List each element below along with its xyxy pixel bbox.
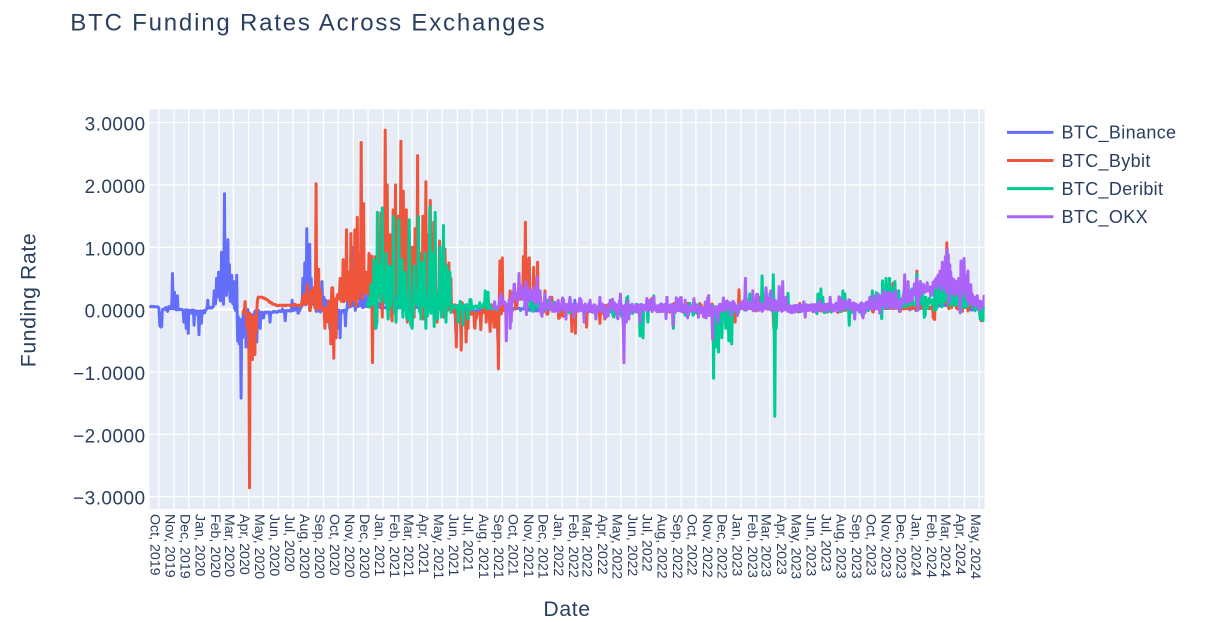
svg-text:Dec, 2020: Dec, 2020 — [356, 514, 372, 579]
svg-text:Apr, 2020: Apr, 2020 — [236, 514, 252, 575]
svg-text:0.0000: 0.0000 — [85, 302, 146, 323]
svg-text:Jan, 2021: Jan, 2021 — [371, 514, 387, 576]
svg-text:May, 2021: May, 2021 — [430, 514, 446, 579]
svg-text:Nov, 2021: Nov, 2021 — [520, 514, 536, 578]
svg-text:Dec, 2021: Dec, 2021 — [535, 514, 551, 579]
svg-text:Jul, 2022: Jul, 2022 — [639, 514, 655, 572]
svg-text:Apr, 2023: Apr, 2023 — [773, 514, 789, 575]
svg-text:Aug, 2023: Aug, 2023 — [833, 514, 849, 579]
svg-text:Oct, 2022: Oct, 2022 — [684, 514, 700, 576]
svg-text:Apr, 2021: Apr, 2021 — [415, 514, 431, 575]
svg-text:May, 2024: May, 2024 — [967, 514, 983, 579]
svg-text:Aug, 2021: Aug, 2021 — [475, 514, 491, 579]
svg-text:Apr, 2022: Apr, 2022 — [594, 514, 610, 575]
svg-text:Jun, 2020: Jun, 2020 — [266, 514, 282, 576]
svg-text:Jan, 2022: Jan, 2022 — [550, 514, 566, 576]
svg-text:Sep, 2023: Sep, 2023 — [848, 514, 864, 579]
svg-text:Jul, 2023: Jul, 2023 — [817, 514, 833, 572]
svg-text:Funding Rate: Funding Rate — [18, 233, 41, 367]
svg-text:Nov, 2023: Nov, 2023 — [878, 514, 894, 578]
svg-text:Aug, 2022: Aug, 2022 — [654, 514, 670, 579]
svg-text:Feb, 2020: Feb, 2020 — [207, 514, 223, 578]
svg-text:Mar, 2023: Mar, 2023 — [758, 514, 774, 577]
svg-text:Mar, 2020: Mar, 2020 — [221, 514, 237, 577]
svg-text:Feb, 2023: Feb, 2023 — [744, 514, 760, 578]
svg-text:Date: Date — [543, 598, 590, 621]
svg-text:Mar, 2022: Mar, 2022 — [579, 514, 595, 577]
svg-text:Feb, 2022: Feb, 2022 — [565, 514, 581, 578]
svg-text:Dec, 2019: Dec, 2019 — [176, 514, 192, 579]
svg-text:Oct, 2020: Oct, 2020 — [326, 514, 342, 576]
svg-text:−3.0000: −3.0000 — [73, 489, 145, 510]
svg-text:Oct, 2023: Oct, 2023 — [863, 514, 879, 576]
svg-text:Jun, 2023: Jun, 2023 — [803, 514, 819, 576]
svg-text:1.0000: 1.0000 — [85, 239, 146, 260]
svg-text:Jul, 2020: Jul, 2020 — [281, 514, 297, 572]
svg-text:Nov, 2022: Nov, 2022 — [699, 514, 715, 578]
svg-text:May, 2020: May, 2020 — [251, 514, 267, 579]
svg-text:Oct, 2021: Oct, 2021 — [505, 514, 521, 576]
svg-text:BTC_Deribit: BTC_Deribit — [1062, 179, 1164, 200]
svg-text:BTC_OKX: BTC_OKX — [1062, 207, 1148, 228]
svg-text:May, 2022: May, 2022 — [609, 514, 625, 579]
svg-text:Nov, 2020: Nov, 2020 — [341, 514, 357, 578]
svg-text:BTC_Bybit: BTC_Bybit — [1062, 151, 1151, 172]
svg-text:Dec, 2022: Dec, 2022 — [714, 514, 730, 579]
svg-text:BTC_Binance: BTC_Binance — [1062, 123, 1177, 144]
svg-text:Nov, 2019: Nov, 2019 — [162, 514, 178, 578]
svg-text:May, 2023: May, 2023 — [788, 514, 804, 579]
svg-text:−2.0000: −2.0000 — [73, 426, 145, 447]
svg-text:−1.0000: −1.0000 — [73, 364, 145, 385]
svg-text:Jun, 2021: Jun, 2021 — [445, 514, 461, 576]
svg-text:Apr, 2024: Apr, 2024 — [952, 514, 968, 575]
svg-text:Feb, 2021: Feb, 2021 — [386, 514, 402, 578]
svg-text:Jan, 2023: Jan, 2023 — [729, 514, 745, 576]
svg-text:Oct, 2019: Oct, 2019 — [147, 514, 163, 576]
svg-text:Aug, 2020: Aug, 2020 — [296, 514, 312, 579]
svg-text:Feb, 2024: Feb, 2024 — [923, 514, 939, 578]
svg-text:3.0000: 3.0000 — [85, 115, 146, 136]
svg-text:Jun, 2022: Jun, 2022 — [624, 514, 640, 576]
svg-text:Sep, 2021: Sep, 2021 — [490, 514, 506, 579]
svg-text:Sep, 2022: Sep, 2022 — [669, 514, 685, 579]
svg-text:Jan, 2024: Jan, 2024 — [908, 514, 924, 576]
svg-text:Mar, 2021: Mar, 2021 — [400, 514, 416, 577]
svg-text:Mar, 2024: Mar, 2024 — [937, 514, 953, 577]
svg-text:Sep, 2020: Sep, 2020 — [311, 514, 327, 579]
svg-text:Jan, 2020: Jan, 2020 — [192, 514, 208, 576]
svg-text:Jul, 2021: Jul, 2021 — [460, 514, 476, 572]
svg-text:2.0000: 2.0000 — [85, 177, 146, 198]
svg-text:Dec, 2023: Dec, 2023 — [892, 514, 908, 579]
svg-text:BTC Funding Rates Across Excha: BTC Funding Rates Across Exchanges — [70, 10, 546, 37]
